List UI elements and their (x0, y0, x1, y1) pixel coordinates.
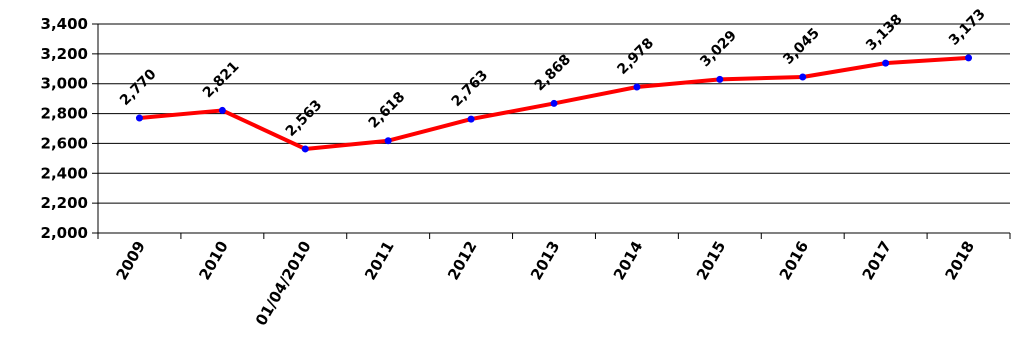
x-tick-label: 2011 (361, 238, 397, 283)
data-point (633, 83, 641, 91)
data-label: 2,978 (614, 35, 657, 78)
data-point (716, 75, 724, 83)
data-label: 2,770 (117, 66, 160, 109)
x-tick-label: 2017 (859, 238, 895, 283)
data-label: 2,868 (532, 52, 575, 95)
y-tick-label: 3,000 (41, 75, 88, 93)
x-tick-label: 01/04/2010 (252, 238, 315, 329)
gridlines (98, 23, 1010, 204)
y-tick-label: 2,000 (41, 224, 88, 242)
y-tick-labels: 2,000 2,200 2,400 2,600 2,800 3,000 3,200 3,400 (41, 15, 88, 242)
y-tick-label: 3,400 (41, 15, 88, 33)
y-tick-label: 2,400 (41, 164, 88, 182)
data-point (135, 114, 143, 122)
series (135, 54, 973, 153)
data-point (965, 54, 973, 62)
data-point (301, 145, 309, 153)
y-tick-label: 3,200 (41, 45, 88, 63)
data-point (550, 99, 558, 107)
x-tick-label: 2018 (942, 238, 978, 283)
data-label: 3,138 (863, 11, 906, 54)
y-tick-label: 2,800 (41, 105, 88, 123)
x-tick-label: 2010 (195, 238, 231, 283)
data-label: 3,029 (697, 28, 740, 71)
x-tick-label: 2012 (444, 238, 480, 283)
x-tick-labels: 2009 2010 01/04/2010 2011 2012 2013 2014 2015 20… (112, 238, 978, 329)
data-point (799, 73, 807, 81)
data-label: 3,173 (946, 6, 989, 49)
data-point (467, 115, 475, 123)
axes (92, 23, 1011, 239)
data-labels: 2,770 2,821 2,563 2,618 2,763 2,868 2,978 3,029… (117, 6, 989, 140)
data-label: 3,045 (780, 25, 823, 68)
data-label: 2,563 (283, 97, 326, 140)
x-tick-label: 2013 (527, 238, 563, 283)
y-tick-label: 2,200 (41, 194, 88, 212)
y-tick-label: 2,600 (41, 134, 88, 152)
data-label: 2,821 (200, 59, 243, 102)
data-point (882, 59, 890, 67)
data-point (218, 106, 226, 114)
data-label: 2,763 (449, 67, 492, 110)
x-tick-label: 2009 (112, 238, 148, 283)
data-point (384, 137, 392, 145)
x-tick-label: 2016 (776, 238, 812, 283)
x-tick-label: 2015 (693, 238, 729, 283)
data-label: 2,618 (366, 89, 409, 132)
x-tick-label: 2014 (610, 238, 646, 283)
